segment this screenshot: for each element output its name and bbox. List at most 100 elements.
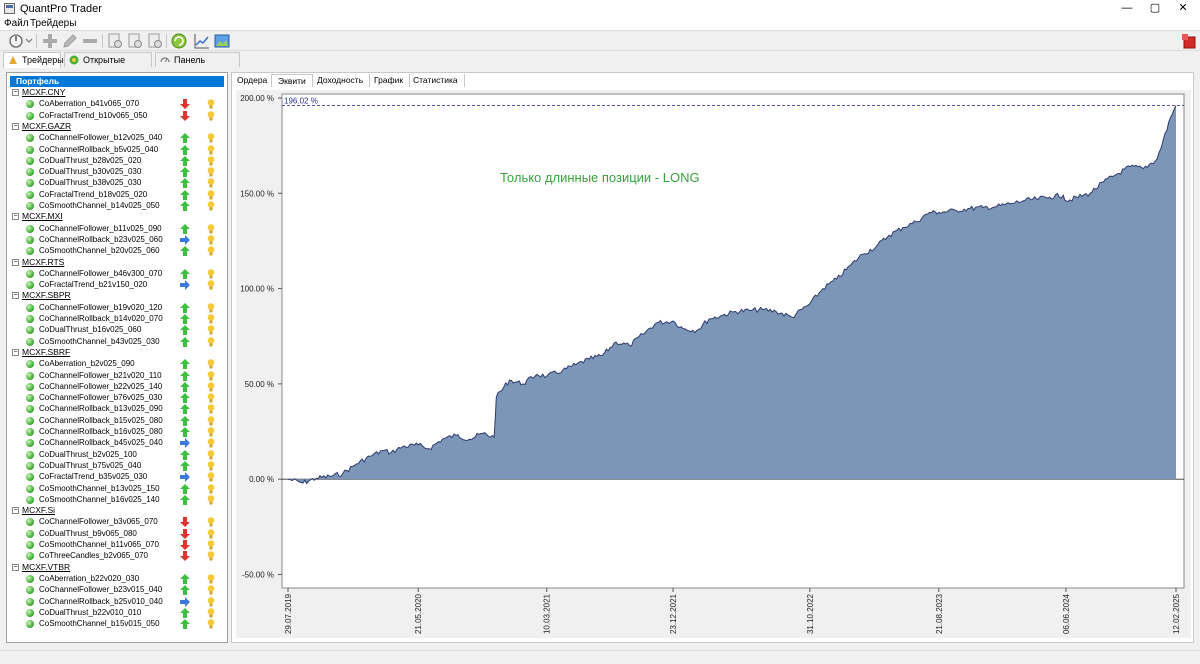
refresh-button[interactable] <box>169 32 188 50</box>
status-ok-icon <box>26 416 34 425</box>
y-tick-label: 0.00 % <box>249 475 274 484</box>
tree-item-label: CoDualThrust_b2v025_100 <box>39 449 137 459</box>
tree-item[interactable]: CoSmoothChannel_b15v015_050 <box>7 618 227 630</box>
equity-chart[interactable]: -50.00 % 0.00 % 50.00 % 100.00 % 150.00 % 200… <box>236 90 1191 638</box>
power-dropdown-button[interactable] <box>24 32 34 50</box>
tree-root-portfolio[interactable]: Портфель <box>10 76 224 87</box>
bulb-icon <box>207 585 215 595</box>
tree-item[interactable]: CoDualThrust_b22v010_010 <box>7 607 227 618</box>
tree-group[interactable]: − MCXF.VTBR <box>10 562 70 573</box>
tree-item[interactable]: CoDualThrust_b9v065_080 <box>7 528 227 539</box>
equity-chart-button[interactable] <box>192 32 211 50</box>
collapse-box-icon[interactable]: − <box>12 89 19 96</box>
tab-orders[interactable]: Ордера <box>231 74 275 87</box>
collapse-box-icon[interactable]: − <box>12 292 19 300</box>
tab-statistics[interactable]: Статистика <box>407 74 465 87</box>
tree-item[interactable]: CoFractalTrend_b10v065_050 <box>7 110 227 121</box>
tree-item-label: CoChannelFollower_b3v065_070 <box>39 517 158 527</box>
tree-item[interactable]: CoSmoothChannel_b16v025_140 <box>7 494 227 505</box>
tree-item[interactable]: CoChannelRollback_b23v025_060 <box>7 234 227 245</box>
tree-item[interactable]: CoAberration_b22v020_030 <box>7 573 227 584</box>
edit-button[interactable] <box>60 32 79 50</box>
tree-item[interactable]: CoSmoothChannel_b14v025_050 <box>7 200 227 211</box>
bulb-icon <box>207 449 215 460</box>
tree-item[interactable]: CoChannelFollower_b12v025_040 <box>7 132 227 144</box>
tree-item[interactable]: CoChannelFollower_b21v020_110 <box>7 370 227 381</box>
tree-item[interactable]: CoChannelFollower_b46v300_070 <box>7 268 227 279</box>
tree-item[interactable]: CoChannelRollback_b45v025_040 <box>7 437 227 449</box>
tree-item[interactable]: CoChannelRollback_b16v025_080 <box>7 426 227 437</box>
maximize-button[interactable]: ▢ <box>1149 2 1161 14</box>
portfolio-tree[interactable]: Портфель − MCXF.CNY CoAberration_b41v065_0… <box>6 72 228 643</box>
add-button[interactable] <box>40 32 59 50</box>
doc-settings-button[interactable] <box>125 32 144 50</box>
tree-item-label: CoSmoothChannel_b20v025_060 <box>39 246 160 256</box>
arrow-up-icon <box>180 393 190 404</box>
tree-item[interactable]: CoDualThrust_b28v025_020 <box>7 155 227 166</box>
tree-item[interactable]: CoSmoothChannel_b13v025_150 <box>7 483 227 494</box>
tree-item[interactable]: CoDualThrust_b75v025_040 <box>7 460 227 471</box>
tree-item[interactable]: CoChannelRollback_b25v010_040 <box>7 596 227 607</box>
tree-item[interactable]: CoChannelFollower_b23v015_040 <box>7 584 227 596</box>
tree-item-label: CoDualThrust_b16v025_060 <box>39 325 142 335</box>
tree-item[interactable]: CoDualThrust_b30v025_030 <box>7 166 227 178</box>
tree-item[interactable]: CoFractalTrend_b35v025_030 <box>7 471 227 483</box>
image-view-button[interactable] <box>212 32 231 50</box>
tree-group[interactable]: − MCXF.RTS <box>10 257 64 268</box>
tree-item[interactable]: CoChannelFollower_b3v065_070 <box>7 516 227 528</box>
toolbar-separator <box>166 34 167 48</box>
tree-item[interactable]: CoFractalTrend_b18v025_020 <box>7 189 227 200</box>
tree-item[interactable]: CoChannelRollback_b5v025_040 <box>7 144 227 155</box>
tab-traders[interactable]: Трейдеры <box>3 52 64 68</box>
remove-button[interactable] <box>80 32 99 50</box>
tree-item[interactable]: CoChannelFollower_b11v025_090 <box>7 223 227 234</box>
collapse-box-icon[interactable]: − <box>12 507 19 515</box>
tree-item[interactable]: CoChannelFollower_b19v020_120 <box>7 302 227 313</box>
collapse-box-icon[interactable]: − <box>12 348 19 356</box>
tab-equity[interactable]: Эквити <box>271 74 313 87</box>
menu-traders[interactable]: Трейдеры <box>30 18 77 29</box>
tab-yield[interactable]: Доходность <box>311 74 371 87</box>
exit-button[interactable] <box>1179 32 1198 50</box>
tree-group[interactable]: − MCXF.MXI <box>10 211 63 222</box>
tab-status-panel[interactable]: Панель состояния <box>155 52 240 79</box>
tree-group[interactable]: − MCXF.GAZR <box>10 121 71 132</box>
tab-open-positions[interactable]: Открытые позиции <box>64 52 152 79</box>
tree-group[interactable]: − MCXF.Si <box>10 505 55 516</box>
collapse-box-icon[interactable]: − <box>12 122 19 130</box>
tree-item[interactable]: CoThreeCandles_b2v065_070 <box>7 550 227 562</box>
tree-item[interactable]: CoAberration_b41v065_070 <box>7 98 227 110</box>
tree-item[interactable]: CoFractalTrend_b21v150_020 <box>7 279 227 291</box>
tree-item[interactable]: CoChannelRollback_b14v020_070 <box>7 313 227 324</box>
tree-group[interactable]: − MCXF.CNY <box>10 87 65 98</box>
tree-item[interactable]: CoSmoothChannel_b20v025_060 <box>7 245 227 257</box>
bulb-icon <box>207 574 215 584</box>
tab-chart[interactable]: График <box>368 74 411 87</box>
collapse-box-icon[interactable]: − <box>12 563 19 571</box>
tree-item[interactable]: CoChannelFollower_b22v025_140 <box>7 381 227 392</box>
tree-group-label: MCXF.CNY <box>22 87 66 97</box>
status-ok-icon <box>26 326 34 335</box>
collapse-box-icon[interactable]: − <box>12 258 19 266</box>
doc-remove-button[interactable] <box>145 32 164 50</box>
tree-group[interactable]: − MCXF.SBRF <box>10 347 70 358</box>
doc-add-button[interactable] <box>105 32 124 50</box>
tree-item[interactable]: CoDualThrust_b16v025_060 <box>7 324 227 336</box>
power-button[interactable] <box>6 32 25 50</box>
tree-item[interactable]: CoChannelRollback_b13v025_090 <box>7 403 227 415</box>
tree-group[interactable]: − MCXF.SBPR <box>10 290 71 301</box>
tree-item[interactable]: CoDualThrust_b38v025_030 <box>7 177 227 189</box>
tree-item[interactable]: CoAberration_b2v025_090 <box>7 358 227 370</box>
tree-item[interactable]: CoChannelRollback_b15v025_080 <box>7 415 227 426</box>
tree-item[interactable]: CoChannelFollower_b76v025_030 <box>7 392 227 404</box>
menu-file[interactable]: Файл <box>4 18 29 29</box>
close-button[interactable]: ✕ <box>1178 2 1188 14</box>
tree-item[interactable]: CoDualThrust_b2v025_100 <box>7 449 227 460</box>
document-icon <box>108 33 122 48</box>
tree-item[interactable]: CoSmoothChannel_b11v065_070 <box>7 539 227 550</box>
tree-item[interactable]: CoSmoothChannel_b43v025_030 <box>7 336 227 347</box>
collapse-box-icon[interactable]: − <box>12 213 19 221</box>
arrow-up-icon <box>180 223 190 234</box>
status-ok-icon <box>26 281 34 290</box>
minimize-button[interactable]: — <box>1121 2 1133 14</box>
